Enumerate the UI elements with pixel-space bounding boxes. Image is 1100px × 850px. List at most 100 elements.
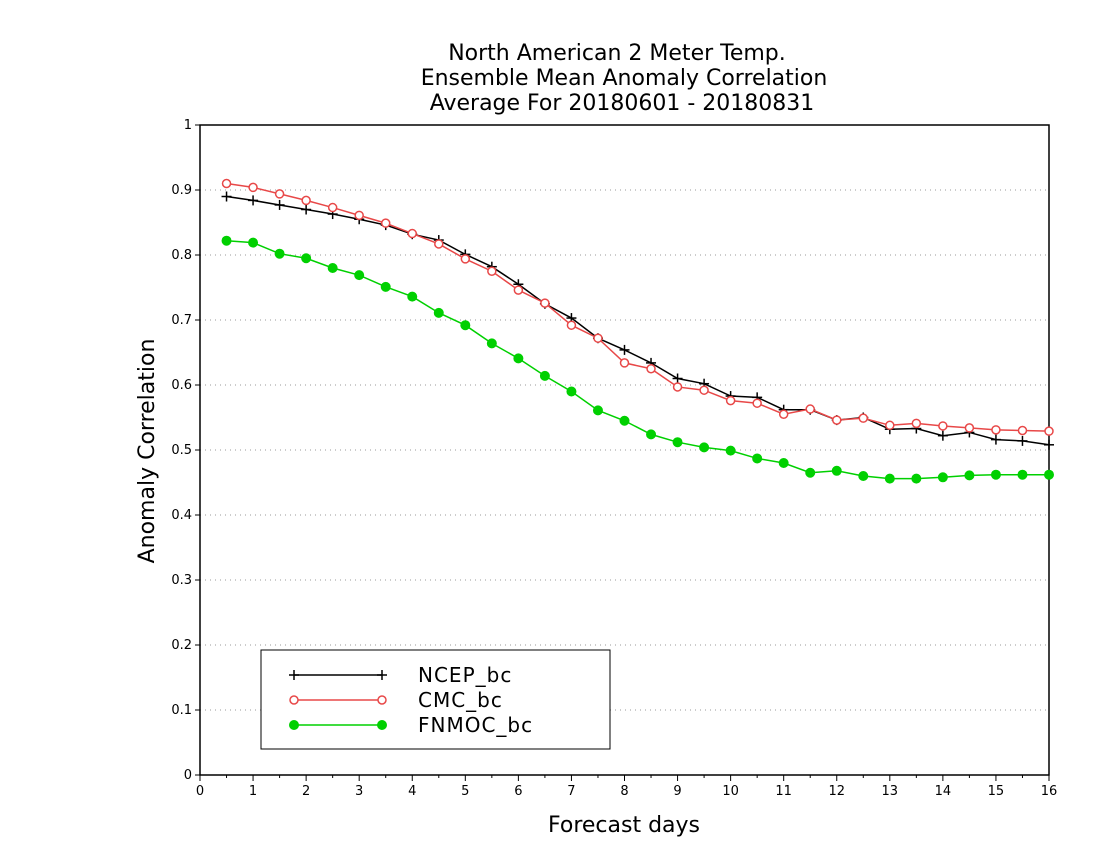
data-point-cmc-bc: [778, 409, 789, 419]
data-point-fnmoc-bc: [327, 263, 338, 273]
data-point-ncep-bc: [990, 434, 1001, 445]
data-point-fnmoc-bc: [699, 442, 710, 453]
y-tick-label: 0.7: [171, 313, 192, 328]
data-point-cmc-bc: [672, 382, 683, 392]
data-point-ncep-bc: [619, 344, 630, 355]
legend-item-ncep-bc: NCEP_bc: [289, 663, 512, 687]
x-tick-label: 12: [828, 784, 845, 799]
data-point-fnmoc-bc: [460, 320, 471, 331]
data-point-fnmoc-bc: [911, 473, 922, 484]
data-point-fnmoc-bc: [619, 415, 630, 426]
data-point-fnmoc-bc: [354, 270, 365, 281]
x-tick-label: 10: [722, 784, 739, 799]
y-tick-label: 0.8: [171, 248, 192, 263]
data-point-fnmoc-bc: [858, 471, 869, 481]
x-tick-label: 8: [620, 784, 628, 799]
chart-title-line-1: North American 2 Meter Temp.: [448, 41, 786, 66]
data-point-ncep-bc: [248, 195, 259, 206]
x-axis-title: Forecast days: [548, 813, 700, 838]
data-point-fnmoc-bc: [1044, 469, 1054, 480]
x-tick-label: 9: [673, 784, 681, 799]
data-point-fnmoc-bc: [778, 458, 789, 468]
chart-title-line-2: Ensemble Mean Anomaly Correlation: [421, 66, 828, 91]
legend-item-cmc-bc: CMC_bc: [289, 688, 503, 712]
x-tick-label: 2: [302, 784, 310, 799]
legend-marker: [289, 695, 299, 705]
x-tick-label: 7: [567, 784, 575, 799]
series-cmc-bc: [221, 178, 1054, 436]
y-tick-label: 0.2: [171, 638, 192, 653]
data-point-cmc-bc: [885, 420, 895, 431]
data-point-cmc-bc: [248, 182, 258, 193]
x-tick-label: 5: [461, 784, 469, 799]
data-point-cmc-bc: [221, 178, 232, 189]
legend-marker: [289, 670, 299, 680]
x-tick-label: 3: [355, 784, 363, 799]
data-point-fnmoc-bc: [407, 291, 418, 302]
x-tick-label: 4: [408, 784, 416, 799]
data-point-cmc-bc: [1044, 426, 1054, 436]
data-point-ncep-bc: [1044, 439, 1054, 450]
legend-label: FNMOC_bc: [418, 713, 533, 737]
data-point-fnmoc-bc: [990, 469, 1001, 480]
y-tick-label: 0.6: [171, 378, 192, 393]
y-tick-label: 0.9: [171, 183, 192, 198]
x-axis: 0 1 2 3 4 5 6 7 8 9 10 11 12 13 14 15 16: [196, 775, 1057, 799]
data-point-cmc-bc: [513, 285, 524, 295]
data-point-fnmoc-bc: [566, 386, 577, 397]
data-point-fnmoc-bc: [301, 253, 312, 264]
data-point-fnmoc-bc: [486, 338, 497, 349]
data-point-cmc-bc: [911, 418, 922, 429]
data-point-cmc-bc: [354, 210, 364, 221]
y-axis-title: Anomaly Correlation: [135, 339, 160, 564]
legend-label: CMC_bc: [418, 688, 503, 712]
x-tick-label: 16: [1041, 784, 1058, 799]
data-point-fnmoc-bc: [221, 235, 232, 246]
data-point-fnmoc-bc: [592, 405, 603, 416]
legend-marker: [377, 670, 387, 680]
legend-marker: [289, 720, 299, 730]
data-point-cmc-bc: [938, 421, 948, 431]
y-tick-label: 0.1: [171, 703, 192, 718]
data-point-fnmoc-bc: [274, 248, 285, 259]
series-line-cmc-bc: [226, 182, 1050, 432]
data-point-fnmoc-bc: [884, 473, 895, 484]
data-point-fnmoc-bc: [964, 470, 975, 481]
y-tick-label: 0: [184, 768, 192, 783]
y-tick-label: 1: [184, 118, 192, 133]
x-tick-label: 0: [196, 784, 204, 799]
data-point-fnmoc-bc: [805, 467, 816, 478]
data-point-cmc-bc: [699, 385, 709, 395]
data-point-cmc-bc: [566, 320, 577, 330]
data-point-cmc-bc: [858, 413, 869, 423]
data-point-fnmoc-bc: [433, 307, 444, 318]
chart-title-line-3: Average For 20180601 - 20180831: [430, 91, 815, 116]
chart-title: North American 2 Meter Temp. Ensemble Me…: [421, 41, 828, 116]
data-point-cmc-bc: [487, 266, 497, 276]
data-point-ncep-bc: [221, 191, 232, 202]
data-point-ncep-bc: [1017, 435, 1028, 446]
y-tick-label: 0.3: [171, 573, 192, 588]
legend-marker: [377, 695, 387, 705]
data-point-fnmoc-bc: [672, 437, 683, 448]
data-point-cmc-bc: [832, 415, 842, 425]
x-tick-label: 11: [775, 784, 792, 799]
data-point-fnmoc-bc: [1017, 469, 1028, 480]
data-point-fnmoc-bc: [539, 370, 550, 381]
y-axis: 0 0.1 0.2 0.3 0.4 0.5 0.6 0.7 0.8 0.9 1: [171, 118, 200, 783]
data-point-cmc-bc: [805, 404, 815, 414]
data-point-cmc-bc: [619, 358, 630, 368]
legend-label: NCEP_bc: [418, 663, 512, 687]
gridlines: [200, 189, 1049, 711]
series-ncep-bc: [221, 191, 1054, 450]
data-point-ncep-bc: [672, 373, 683, 384]
x-tick-label: 1: [249, 784, 257, 799]
data-point-fnmoc-bc: [937, 472, 948, 483]
legend-item-fnmoc-bc: FNMOC_bc: [289, 713, 533, 737]
data-point-fnmoc-bc: [752, 453, 763, 464]
x-tick-label: 6: [514, 784, 522, 799]
data-point-fnmoc-bc: [725, 445, 736, 456]
data-point-cmc-bc: [646, 364, 656, 374]
